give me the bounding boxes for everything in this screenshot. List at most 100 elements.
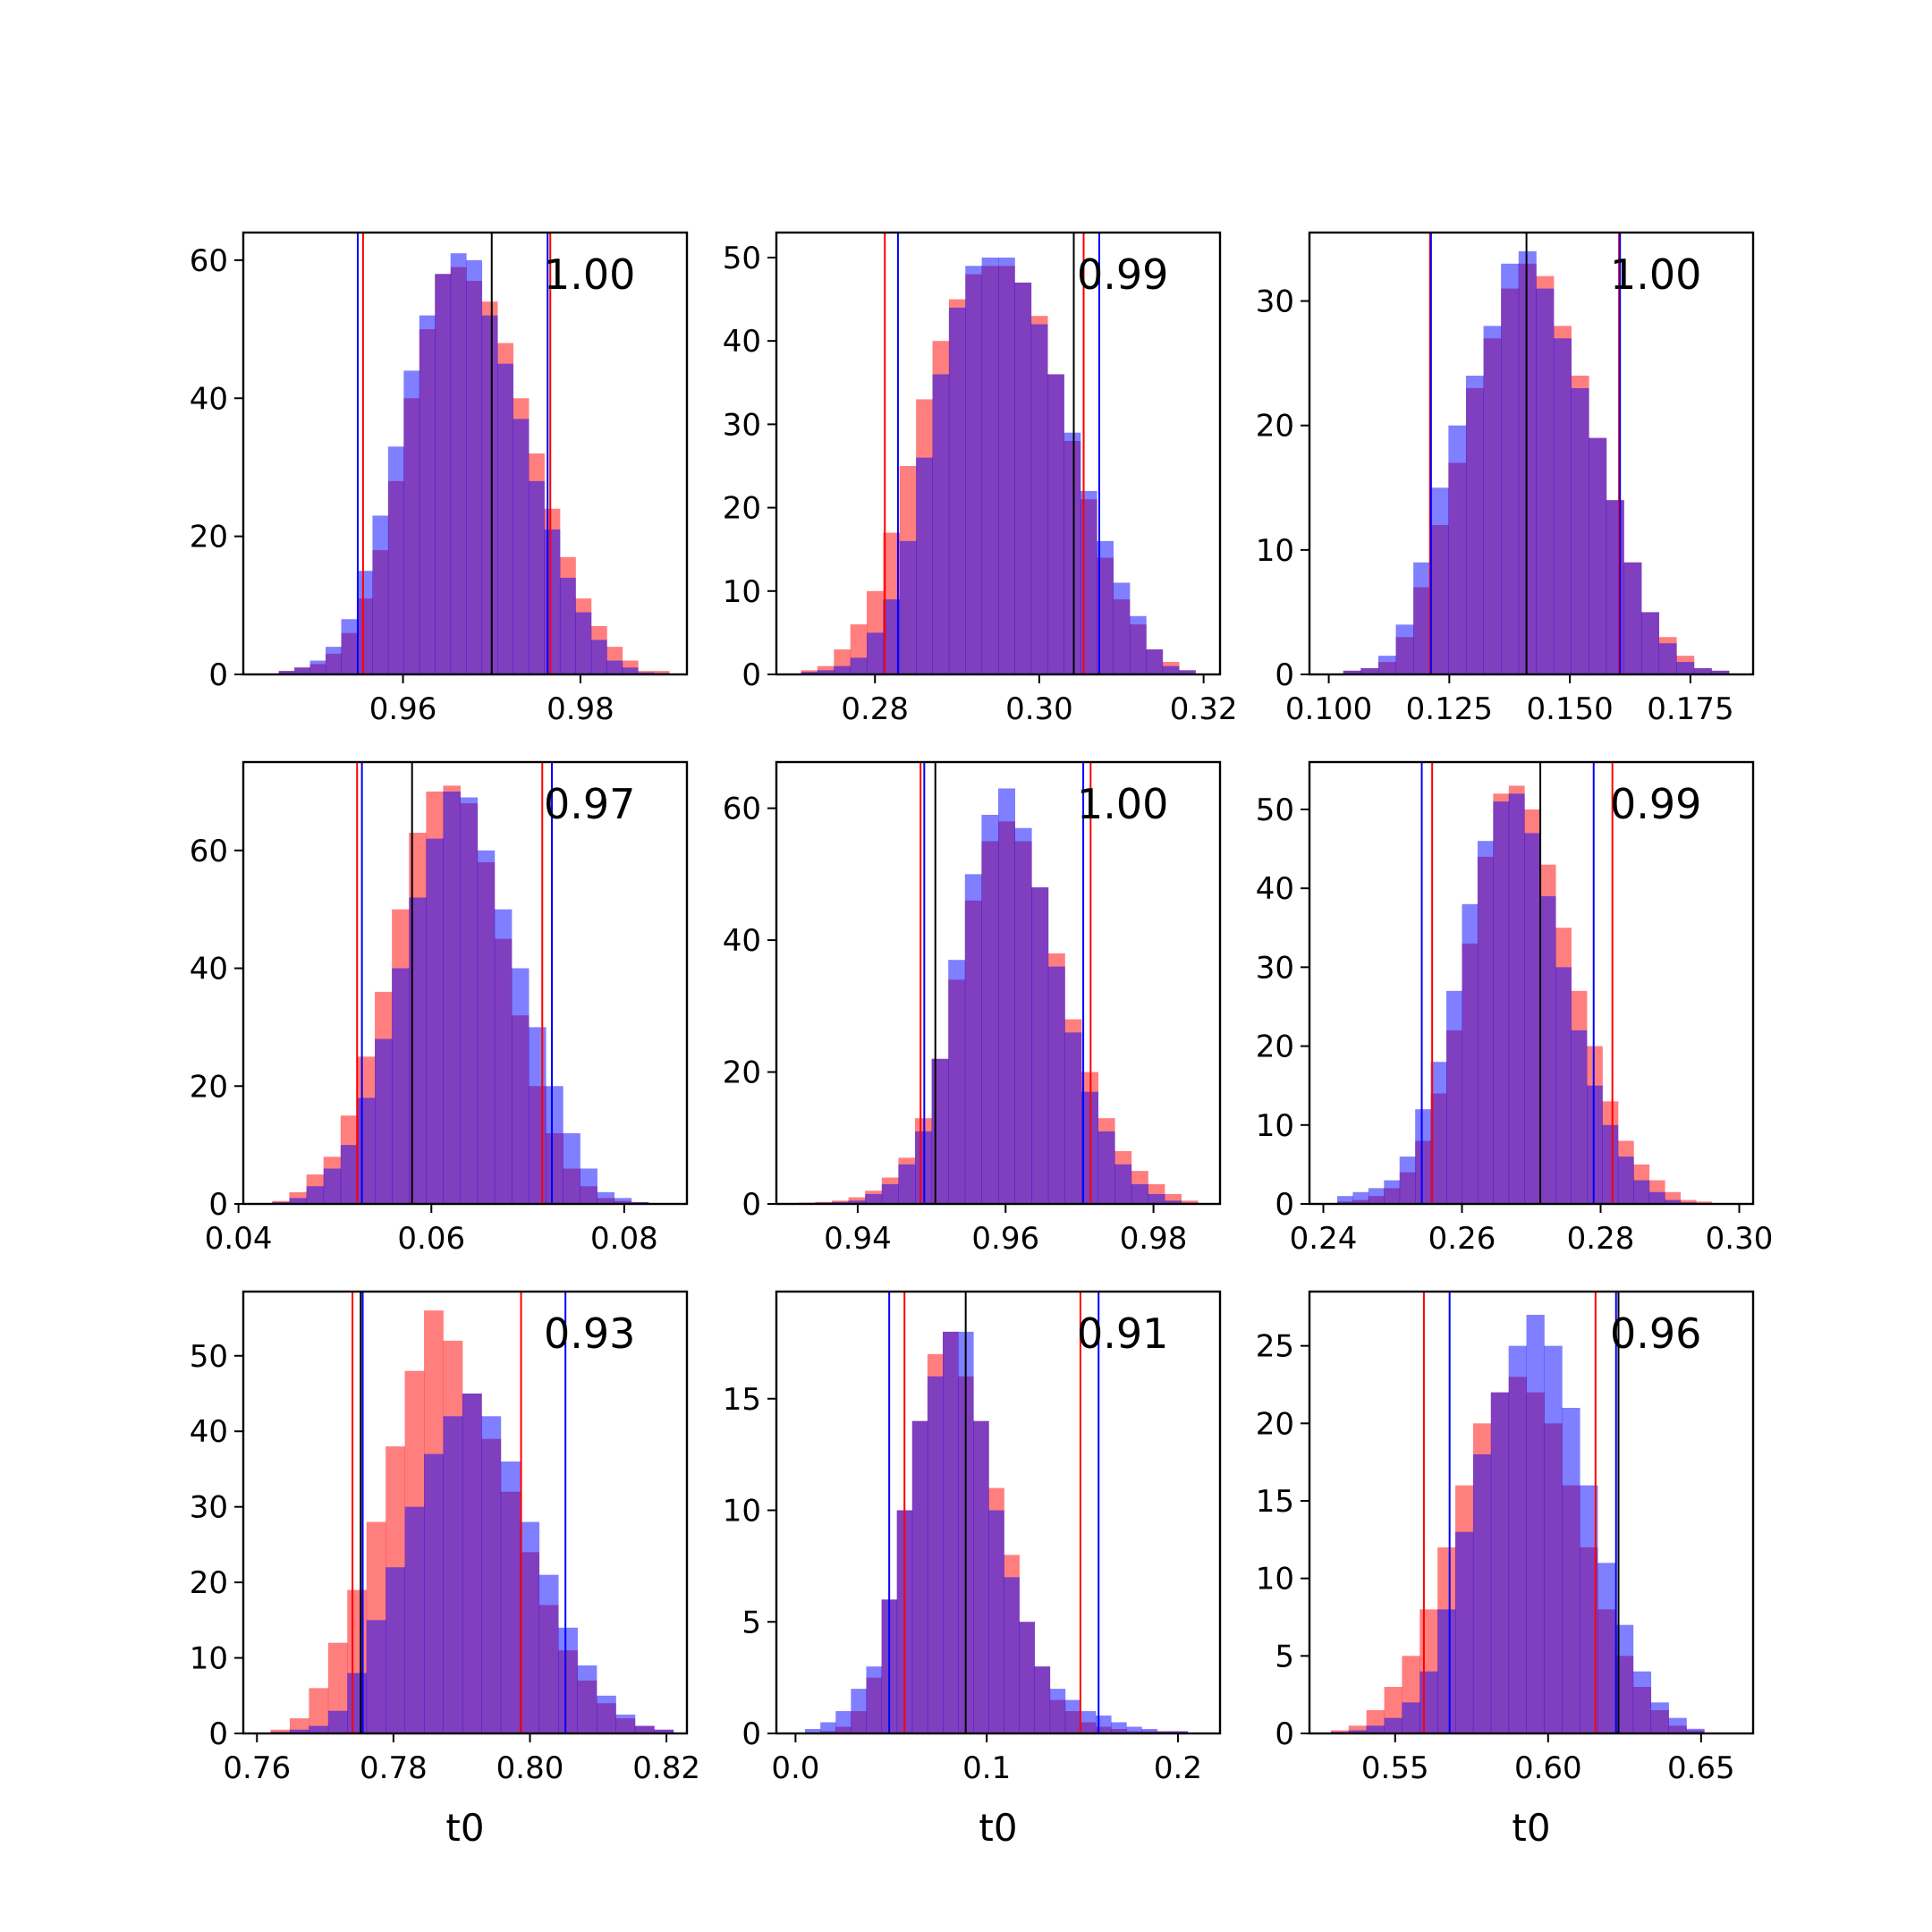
blue-hist-bar (575, 612, 592, 674)
x-tick-label: 0.06 (397, 1221, 465, 1257)
y-tick-label: 20 (1256, 1406, 1294, 1442)
blue-hist-bar (622, 667, 639, 674)
coverage-annotation: 0.99 (1077, 250, 1168, 299)
y-tick-label: 5 (1275, 1639, 1294, 1674)
y-tick-label: 20 (723, 491, 761, 527)
blue-hist-bar (435, 274, 452, 674)
blue-hist-bar (948, 960, 966, 1204)
blue-hist-bar (1711, 670, 1730, 674)
plot-area (278, 233, 670, 674)
blue-hist-bar (1080, 1711, 1097, 1733)
y-tick-label: 15 (1256, 1484, 1294, 1520)
x-axis-label: t0 (1512, 1806, 1550, 1850)
blue-hist-bar (392, 968, 410, 1204)
blue-hist-bar (835, 1711, 852, 1733)
blue-hist-bar (558, 1627, 578, 1733)
blue-hist-bar (1462, 903, 1479, 1204)
x-tick-label: 0.26 (1428, 1221, 1496, 1257)
coverage-annotation: 0.96 (1610, 1309, 1701, 1358)
y-tick-label: 20 (190, 1565, 228, 1601)
blue-hist-bar (1650, 1702, 1669, 1733)
blue-hist-bar (404, 1506, 425, 1733)
blue-hist-bar (544, 529, 561, 674)
blue-hist-bar (409, 897, 427, 1204)
blue-hist-bar (1031, 887, 1049, 1204)
blue-hist-bar (1633, 1180, 1650, 1204)
blue-hist-bar (419, 315, 436, 674)
blue-hist-bar (1554, 338, 1572, 674)
blue-hist-bar (1580, 1485, 1598, 1733)
blue-hist-bar (1004, 1577, 1020, 1733)
blue-hist-bar (1368, 1188, 1385, 1204)
blue-hist-bar (1097, 1131, 1115, 1204)
blue-hist-bar (1337, 1196, 1353, 1204)
histogram-panel-5: 0.94 0.96 0.98 0 20 40 60 1.00 (723, 760, 1222, 1257)
blue-hist-bar (851, 1689, 867, 1733)
y-tick-label: 60 (190, 834, 228, 869)
y-tick-label: 50 (1256, 792, 1294, 828)
blue-hist-bar (309, 660, 326, 674)
red-hist-bar (1330, 1730, 1350, 1733)
plot-area (801, 233, 1196, 674)
blue-hist-bar (948, 307, 966, 674)
blue-hist-bar (943, 1331, 959, 1733)
blue-hist-bar (1686, 1728, 1705, 1733)
blue-hist-bar (1111, 1722, 1127, 1733)
blue-hist-bar (1165, 1200, 1182, 1204)
coverage-annotation: 0.93 (544, 1309, 635, 1358)
x-tick-label: 0.55 (1361, 1750, 1429, 1786)
blue-hist-bar (634, 1725, 655, 1733)
blue-hist-bar (1490, 1392, 1510, 1733)
x-tick-label: 0.96 (971, 1221, 1039, 1257)
blue-hist-bar (289, 1729, 309, 1733)
y-tick-label: 10 (1256, 1562, 1294, 1597)
x-tick-label: 0.28 (841, 691, 909, 727)
blue-hist-bar (1399, 1157, 1416, 1204)
blue-hist-bar (497, 363, 513, 674)
blue-hist-bar (1518, 250, 1537, 674)
blue-hist-bar (1366, 1725, 1385, 1733)
blue-hist-bar (426, 838, 444, 1204)
x-tick-label: 0.08 (590, 1221, 658, 1257)
blue-hist-bar (1693, 668, 1712, 674)
histogram-panel-2: 0.28 0.30 0.32 0 10 20 30 40 50 0.99 (723, 231, 1237, 727)
blue-hist-bar (615, 1714, 636, 1733)
blue-hist-bar (1049, 1689, 1066, 1733)
histogram-panel-6: 0.24 0.26 0.28 0.30 0 10 20 30 40 50 0.99 (1256, 760, 1773, 1257)
blue-hist-bar (981, 257, 999, 674)
blue-hist-bar (529, 480, 545, 674)
y-tick-label: 10 (723, 1494, 761, 1530)
x-tick-label: 0.04 (205, 1221, 273, 1257)
x-tick-label: 0.1 (962, 1750, 1011, 1786)
plot-area (798, 762, 1199, 1204)
x-tick-label: 0.96 (369, 691, 437, 727)
blue-hist-bar (1148, 1193, 1165, 1204)
coverage-annotation: 1.00 (544, 250, 635, 299)
blue-hist-bar (580, 1168, 597, 1204)
blue-hist-bar (1413, 562, 1432, 674)
y-tick-label: 30 (723, 407, 761, 443)
blue-hist-bar (848, 1200, 866, 1204)
blue-hist-bar (1096, 1716, 1112, 1733)
blue-hist-bar (998, 788, 1015, 1204)
blue-hist-bar (1352, 1191, 1369, 1204)
blue-hist-bar (820, 1722, 836, 1733)
plot-area (272, 762, 649, 1204)
x-tick-label: 0.65 (1667, 1750, 1735, 1786)
blue-hist-bar (1617, 1157, 1634, 1204)
blue-hist-bar (366, 1620, 386, 1733)
axes-frame (242, 231, 689, 676)
blue-hist-bar (1648, 1191, 1665, 1204)
blue-hist-bar (1014, 827, 1032, 1204)
red-hist-bar (1181, 1200, 1199, 1204)
blue-hist-bar (1539, 895, 1556, 1204)
x-tick-label: 0.2 (1154, 1750, 1202, 1786)
red-hist-bar (1696, 1201, 1712, 1204)
blue-hist-bar (881, 1183, 899, 1204)
blue-hist-bar (1415, 1109, 1432, 1204)
plot-area (805, 1292, 1189, 1733)
blue-hist-bar (1430, 1062, 1447, 1204)
y-tick-label: 10 (723, 574, 761, 610)
blue-hist-bar (1623, 562, 1642, 674)
